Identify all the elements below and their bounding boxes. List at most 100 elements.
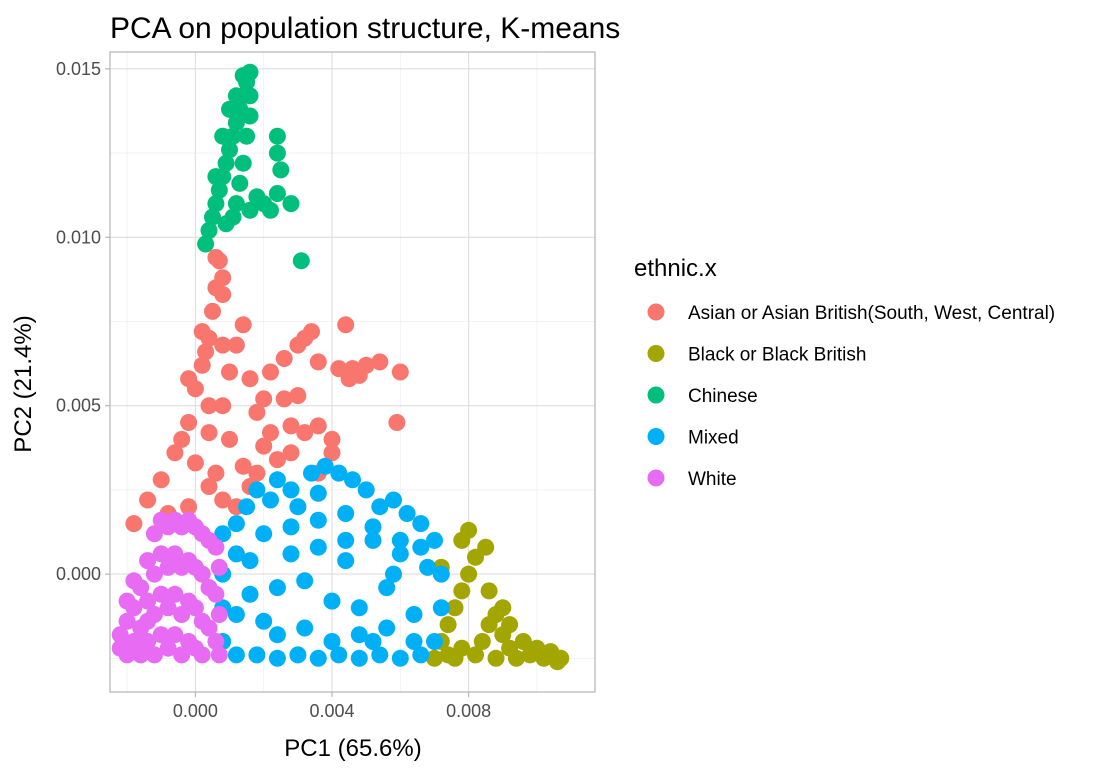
data-point	[166, 444, 184, 462]
data-point	[248, 646, 266, 664]
data-point	[217, 154, 235, 172]
data-point	[248, 403, 266, 421]
data-point	[227, 646, 245, 664]
data-point	[439, 646, 457, 664]
data-point	[139, 592, 157, 610]
data-point	[152, 471, 170, 489]
data-point	[446, 599, 464, 617]
data-point	[272, 161, 290, 179]
data-point	[477, 538, 495, 556]
data-point	[241, 87, 259, 105]
data-point	[139, 552, 157, 570]
data-point	[426, 633, 443, 650]
data-point	[214, 269, 232, 287]
data-point	[193, 565, 211, 583]
data-point	[268, 144, 286, 162]
data-point	[309, 484, 327, 502]
data-point	[412, 538, 430, 556]
data-point	[282, 444, 300, 462]
legend-label: Black or Black British	[688, 345, 866, 366]
data-point	[296, 619, 314, 637]
data-point	[344, 471, 361, 489]
data-point	[330, 646, 348, 664]
series-2	[197, 63, 310, 270]
data-point	[139, 612, 157, 630]
y-axis: 0.000 0.005 0.010 0.015	[56, 59, 110, 584]
data-point	[289, 387, 307, 405]
data-point	[296, 572, 314, 590]
data-point	[207, 168, 225, 186]
data-point	[241, 107, 259, 125]
data-point	[378, 619, 396, 637]
data-point	[111, 626, 129, 644]
data-point	[118, 592, 136, 610]
data-point	[268, 471, 286, 489]
data-point	[152, 585, 170, 603]
data-point	[316, 457, 334, 475]
data-point	[344, 360, 361, 378]
data-point	[207, 195, 225, 213]
data-point	[231, 174, 249, 192]
x-axis-title: PC1 (65.6%)	[284, 735, 421, 762]
data-point	[221, 100, 238, 118]
panel-border	[109, 51, 596, 693]
data-point	[118, 612, 136, 630]
legend-items: Asian or Asian British(South, West, Cent…	[647, 303, 1055, 490]
data-point	[255, 437, 273, 455]
data-point	[227, 545, 245, 563]
data-point	[159, 599, 177, 617]
data-point	[268, 579, 286, 597]
data-point	[234, 316, 252, 334]
data-point	[238, 127, 256, 145]
data-point	[173, 430, 191, 448]
data-point	[460, 565, 478, 583]
legend-key	[647, 386, 665, 404]
data-point	[210, 646, 228, 664]
data-point	[268, 185, 286, 202]
data-point	[207, 585, 225, 603]
legend-key	[647, 345, 665, 362]
data-point	[514, 633, 532, 650]
data-point	[262, 424, 279, 442]
data-point	[262, 201, 279, 219]
data-point	[501, 616, 519, 634]
data-point	[364, 518, 382, 536]
data-point	[193, 646, 211, 664]
data-point	[210, 606, 228, 623]
data-point	[337, 505, 355, 522]
data-point	[145, 565, 163, 583]
data-point	[186, 454, 204, 472]
data-point	[152, 626, 170, 644]
data-point	[494, 599, 512, 617]
data-point	[241, 201, 259, 219]
data-point	[275, 390, 293, 408]
series-1	[426, 521, 570, 671]
x-tick-label: 0.008	[446, 701, 491, 721]
y-tick-label: 0.005	[56, 396, 101, 416]
data-point	[238, 498, 256, 516]
data-point	[125, 515, 143, 533]
data-point	[275, 350, 293, 367]
data-point	[197, 343, 215, 361]
data-point	[432, 565, 450, 583]
legend-label: Chinese	[688, 386, 758, 407]
data-point	[378, 579, 396, 597]
data-point	[227, 606, 245, 623]
data-point	[214, 397, 232, 415]
data-point	[214, 127, 232, 145]
plot-panel	[109, 51, 596, 693]
data-point	[234, 457, 252, 475]
data-point	[200, 619, 218, 637]
data-point	[405, 606, 423, 623]
y-tick-label: 0.000	[56, 564, 101, 584]
legend-label: Asian or Asian British(South, West, Cent…	[688, 303, 1055, 324]
data-point	[227, 195, 245, 213]
data-point	[309, 649, 327, 667]
data-point	[323, 633, 341, 650]
data-point	[180, 414, 198, 431]
data-point	[234, 67, 252, 85]
legend: ethnic.x Asian or Asian British(South, W…	[634, 255, 1055, 490]
data-point	[426, 531, 443, 549]
data-point	[214, 286, 232, 303]
